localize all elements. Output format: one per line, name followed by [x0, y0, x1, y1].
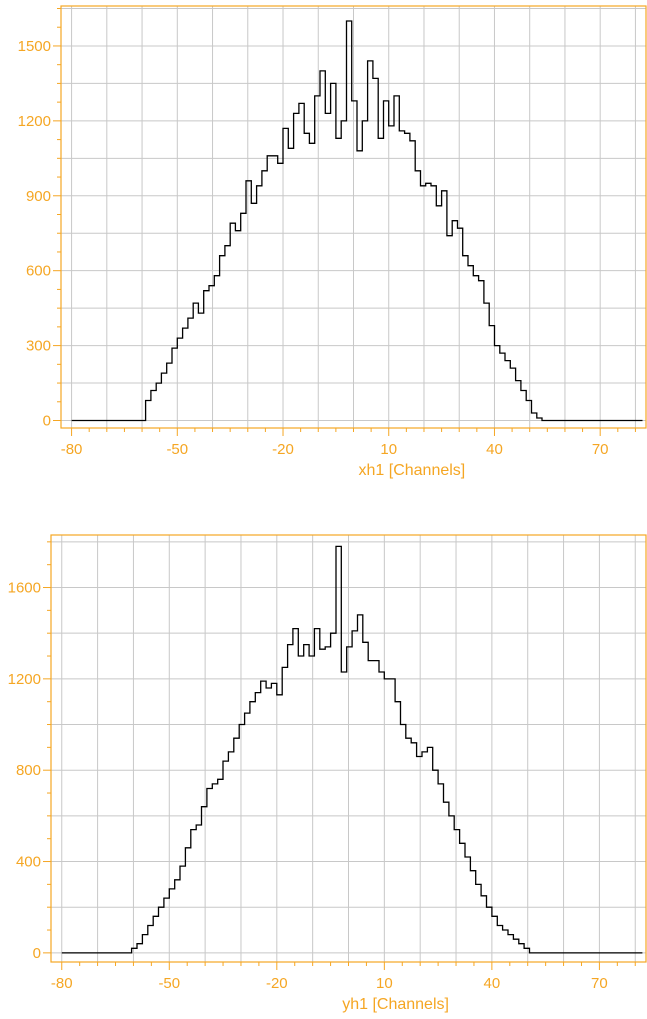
y-tick-label: 0	[33, 945, 41, 962]
y-tick-label: 0	[43, 413, 51, 430]
x-tick-label: -20	[266, 975, 288, 992]
x-tick-label: -80	[51, 975, 73, 992]
y-tick-label: 1500	[18, 38, 51, 55]
y-tick-label: 1200	[18, 113, 51, 130]
y-tick-label: 600	[26, 263, 51, 280]
x-tick-label: 70	[592, 441, 609, 458]
x-axis-title: xh1 [Channels]	[359, 462, 466, 479]
x-tick-label: 10	[380, 441, 397, 458]
x-tick-label: 10	[376, 975, 393, 992]
histogram-line	[61, 545, 643, 954]
x-tick-label: -50	[166, 441, 188, 458]
x-tick-label: -20	[272, 441, 294, 458]
histogram-1: -80 -50 -20 10 40 70 0 300 600 900 1200 1500 xh1 [Ch…	[18, 5, 647, 479]
x-axis-title: yh1 [Channels]	[342, 996, 449, 1013]
y-tick-label: 1600	[8, 580, 41, 597]
x-tick-label: 40	[484, 975, 501, 992]
x-tick-label: -80	[61, 441, 83, 458]
x-tick-label: 40	[486, 441, 503, 458]
y-tick-label: 900	[26, 188, 51, 205]
histogram-line	[71, 20, 643, 422]
y-tick-label: 1200	[8, 671, 41, 688]
y-tick-label: 800	[16, 762, 41, 779]
histogram-2: -80 -50 -20 10 40 70 0 400 800 1200 1600 yh1 [Chann…	[8, 534, 647, 1013]
x-tick-label: -50	[158, 975, 180, 992]
x-tick-label: 70	[591, 975, 608, 992]
y-tick-label: 400	[16, 854, 41, 871]
y-tick-label: 300	[26, 338, 51, 355]
